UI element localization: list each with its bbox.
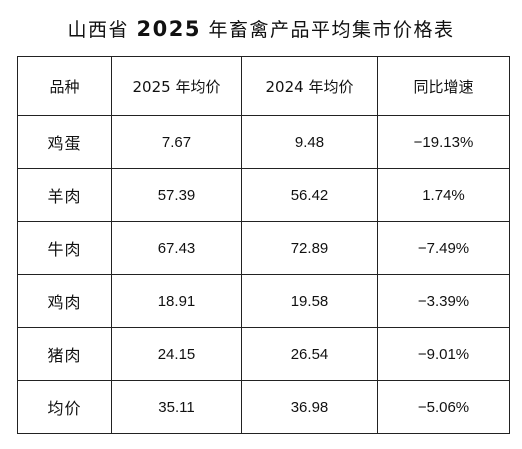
title-year: 2025: [136, 17, 201, 41]
cell-price-2025: 7.67: [111, 115, 242, 169]
cell-yoy: 1.74%: [377, 168, 510, 222]
cell-price-2025: 35.11: [111, 380, 242, 434]
cell-yoy: −9.01%: [377, 327, 510, 381]
cell-price-2025: 24.15: [111, 327, 242, 381]
cell-price-2025: 18.91: [111, 274, 242, 328]
cell-yoy: −3.39%: [377, 274, 510, 328]
title-prefix: 山西省: [67, 19, 129, 41]
cell-yoy: −7.49%: [377, 221, 510, 275]
price-table: 品种 2025 年均价 2024 年均价 同比增速 鸡蛋 7.67 9.48 −…: [17, 56, 510, 434]
header-yoy: 同比增速: [377, 56, 510, 116]
table-row: 鸡肉 18.91 19.58 −3.39%: [17, 274, 510, 328]
cell-price-2024: 36.98: [241, 380, 378, 434]
cell-price-2024: 9.48: [241, 115, 378, 169]
cell-price-2024: 72.89: [241, 221, 378, 275]
table-row: 均价 35.11 36.98 −5.06%: [17, 380, 510, 434]
cell-price-2024: 26.54: [241, 327, 378, 381]
page-title: 山西省 2025 年畜禽产品平均集市价格表: [0, 14, 522, 45]
cell-price-2025: 67.43: [111, 221, 242, 275]
header-price-2024: 2024 年均价: [241, 56, 378, 116]
cell-product: 羊肉: [17, 168, 112, 222]
cell-product: 牛肉: [17, 221, 112, 275]
cell-product: 猪肉: [17, 327, 112, 381]
cell-product: 均价: [17, 380, 112, 434]
cell-product: 鸡蛋: [17, 115, 112, 169]
table-row: 羊肉 57.39 56.42 1.74%: [17, 168, 510, 222]
header-product: 品种: [17, 56, 112, 116]
table-header-row: 品种 2025 年均价 2024 年均价 同比增速: [17, 56, 510, 116]
cell-price-2024: 19.58: [241, 274, 378, 328]
header-price-2025: 2025 年均价: [111, 56, 242, 116]
cell-price-2024: 56.42: [241, 168, 378, 222]
cell-yoy: −5.06%: [377, 380, 510, 434]
table-row: 鸡蛋 7.67 9.48 −19.13%: [17, 115, 510, 169]
cell-yoy: −19.13%: [377, 115, 510, 169]
table-row: 猪肉 24.15 26.54 −9.01%: [17, 327, 510, 381]
title-suffix: 年畜禽产品平均集市价格表: [208, 19, 455, 41]
table-row: 牛肉 67.43 72.89 −7.49%: [17, 221, 510, 275]
cell-product: 鸡肉: [17, 274, 112, 328]
cell-price-2025: 57.39: [111, 168, 242, 222]
